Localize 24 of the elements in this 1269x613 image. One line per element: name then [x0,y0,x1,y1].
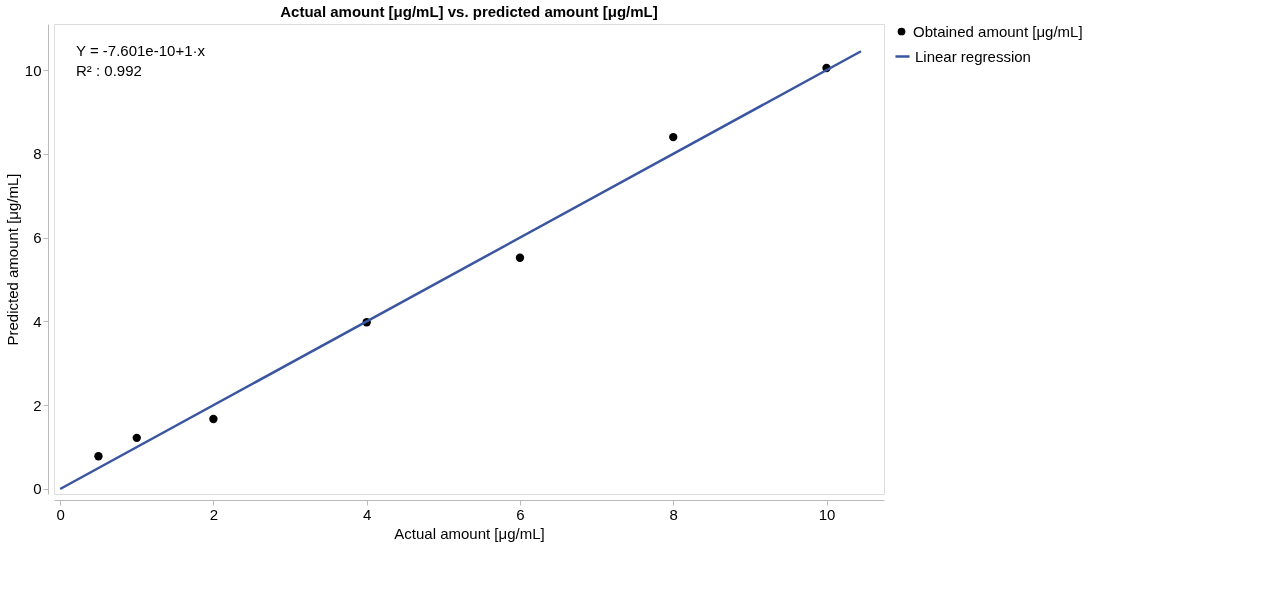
chart-title: Actual amount [μg/mL] vs. predicted amount [μg/mL] [280,3,658,20]
point [94,452,103,461]
y-tick-label: 10 [24,61,42,79]
legend-label: Obtained amount [μg/mL] [913,22,1083,40]
legend-label: Linear regression [915,47,1031,65]
x-tick-label: 6 [516,505,525,523]
y-tick-label: 8 [33,145,42,163]
x-tick-label: 10 [818,505,836,523]
y-tick-label: 2 [33,396,42,414]
y-tick-label: 4 [33,312,42,330]
point [209,414,218,424]
x-tick-label: 8 [669,505,678,523]
point [669,132,678,142]
annotation: R² : 0.992 [76,62,142,79]
x-tick-label: 0 [56,505,65,523]
y-axis-title: Predicted amount [μg/mL] [3,173,21,346]
point [132,433,141,443]
annotation: Y = -7.601e-10+1·x [76,42,206,59]
x-axis-title: Actual amount [μg/mL] [394,524,545,542]
y-tick-label: 0 [33,480,42,498]
x-tick-label: 4 [363,505,372,523]
y-tick-label: 6 [33,229,42,247]
x-tick-label: 2 [209,505,219,523]
point [515,253,525,262]
